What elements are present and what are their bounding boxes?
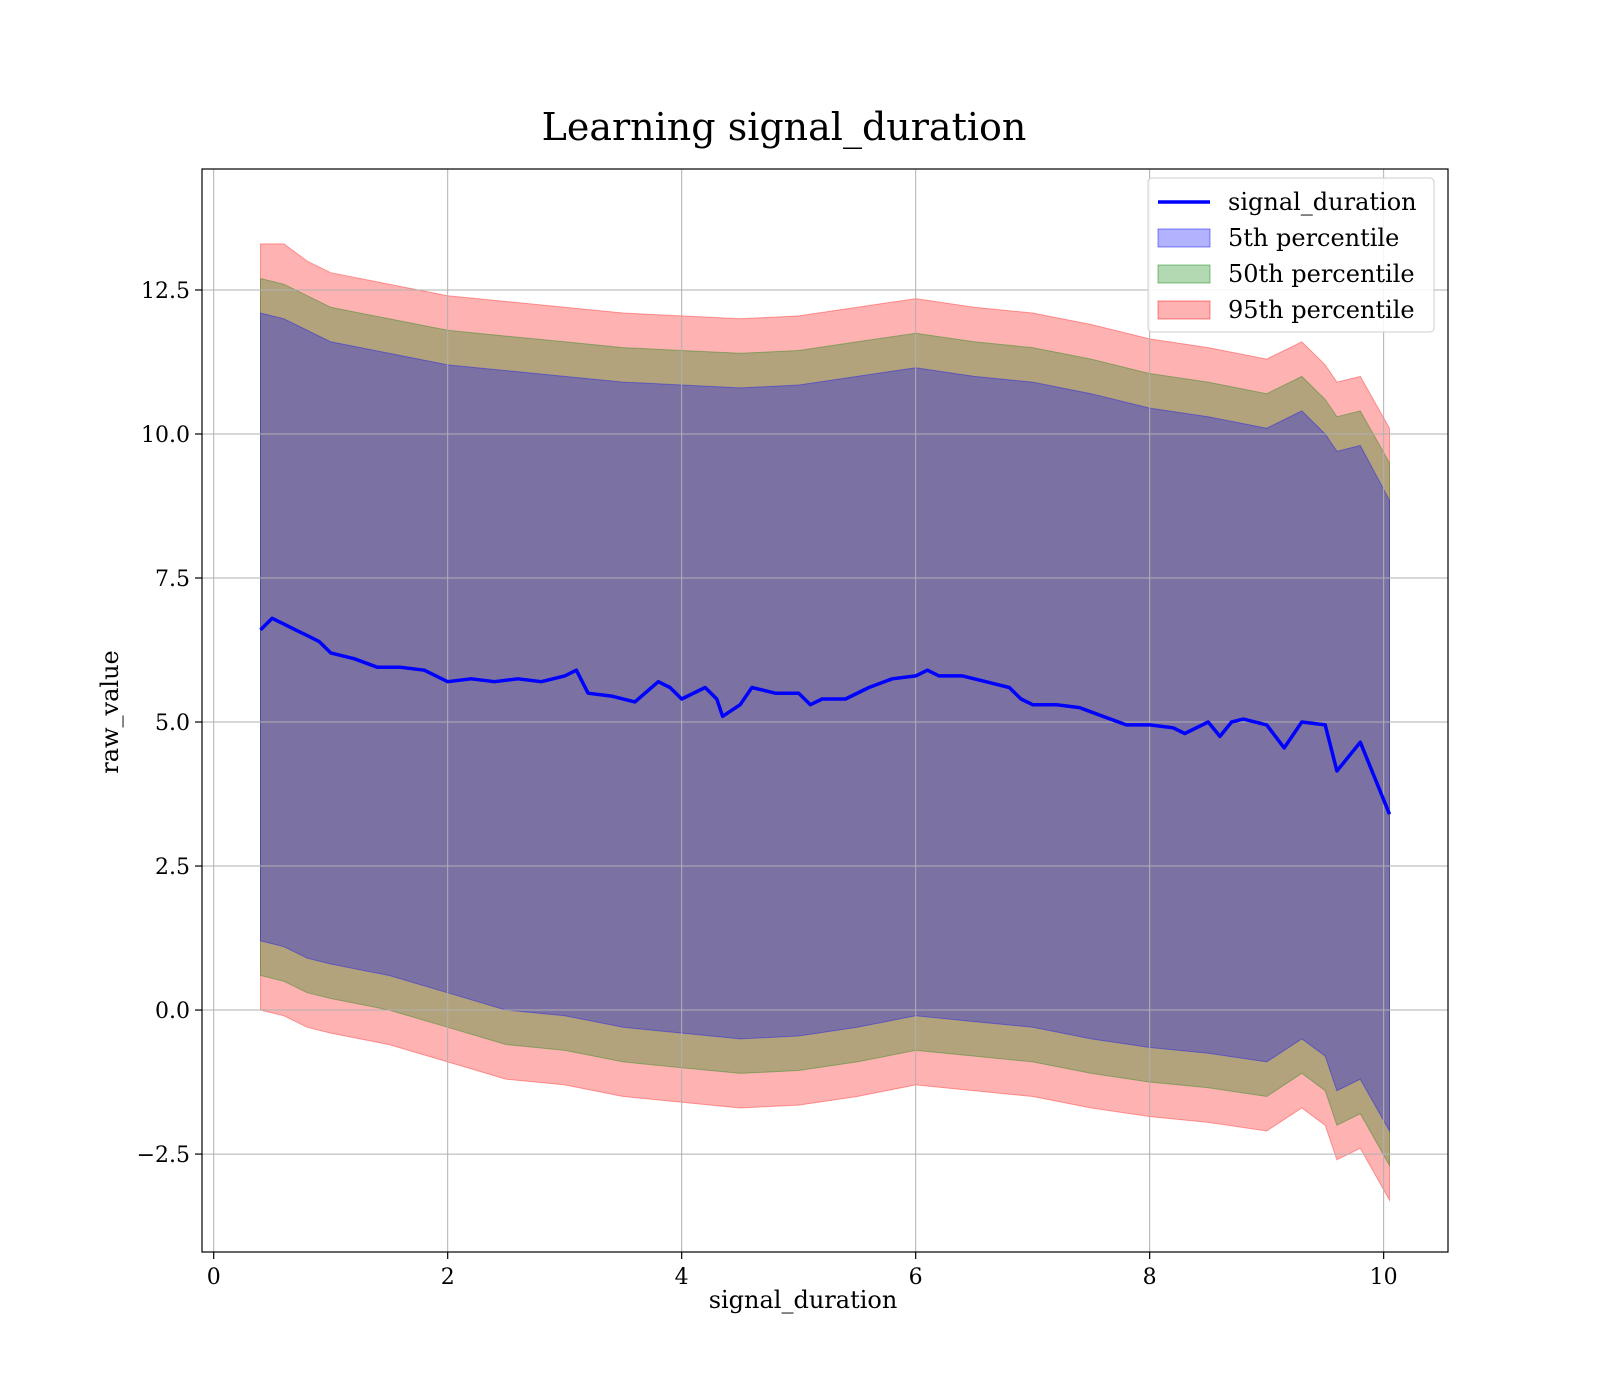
signal-line-layer bbox=[259, 616, 1392, 815]
y-tick-label: 10.0 bbox=[141, 423, 190, 448]
legend-box bbox=[1147, 177, 1435, 333]
legend-label: 5th percentile bbox=[1228, 224, 1399, 252]
grid bbox=[202, 169, 1448, 1252]
legend-label: 50th percentile bbox=[1228, 260, 1415, 288]
x-tick-label: 4 bbox=[675, 1265, 689, 1290]
x-tick-label: 2 bbox=[441, 1265, 455, 1290]
y-tick-label: 12.5 bbox=[141, 279, 190, 304]
x-axis-ticks: 0 2 4 6 8 10 bbox=[207, 1252, 1398, 1290]
y-tick-label: 2.5 bbox=[155, 855, 190, 880]
legend: signal_duration 5th percentile 50th percen… bbox=[1147, 177, 1435, 333]
legend-swatch-patch bbox=[1157, 228, 1211, 248]
x-tick-label: 6 bbox=[909, 1265, 923, 1290]
y-tick-label: −2.5 bbox=[137, 1143, 190, 1168]
x-tick-label: 0 bbox=[207, 1265, 221, 1290]
y-axis-label: raw_value bbox=[96, 650, 124, 774]
x-tick-label: 10 bbox=[1370, 1265, 1398, 1290]
legend-swatch-patch bbox=[1157, 264, 1211, 284]
y-tick-label: 0.0 bbox=[155, 999, 190, 1024]
y-tick-label: 5.0 bbox=[155, 711, 190, 736]
legend-label: signal_duration bbox=[1228, 188, 1417, 216]
legend-swatch-patch bbox=[1157, 300, 1211, 320]
legend-label: 95th percentile bbox=[1228, 296, 1415, 324]
x-axis-label: signal_duration bbox=[709, 1286, 898, 1314]
x-tick-label: 8 bbox=[1143, 1265, 1157, 1290]
y-axis-ticks: −2.5 0.0 2.5 5.0 7.5 10.0 12.5 bbox=[137, 279, 202, 1168]
y-tick-label: 7.5 bbox=[155, 567, 190, 592]
chart-title: Learning signal_duration bbox=[542, 105, 1027, 150]
series-line-signal-duration bbox=[259, 616, 1392, 815]
plot-frame bbox=[201, 168, 1449, 1253]
